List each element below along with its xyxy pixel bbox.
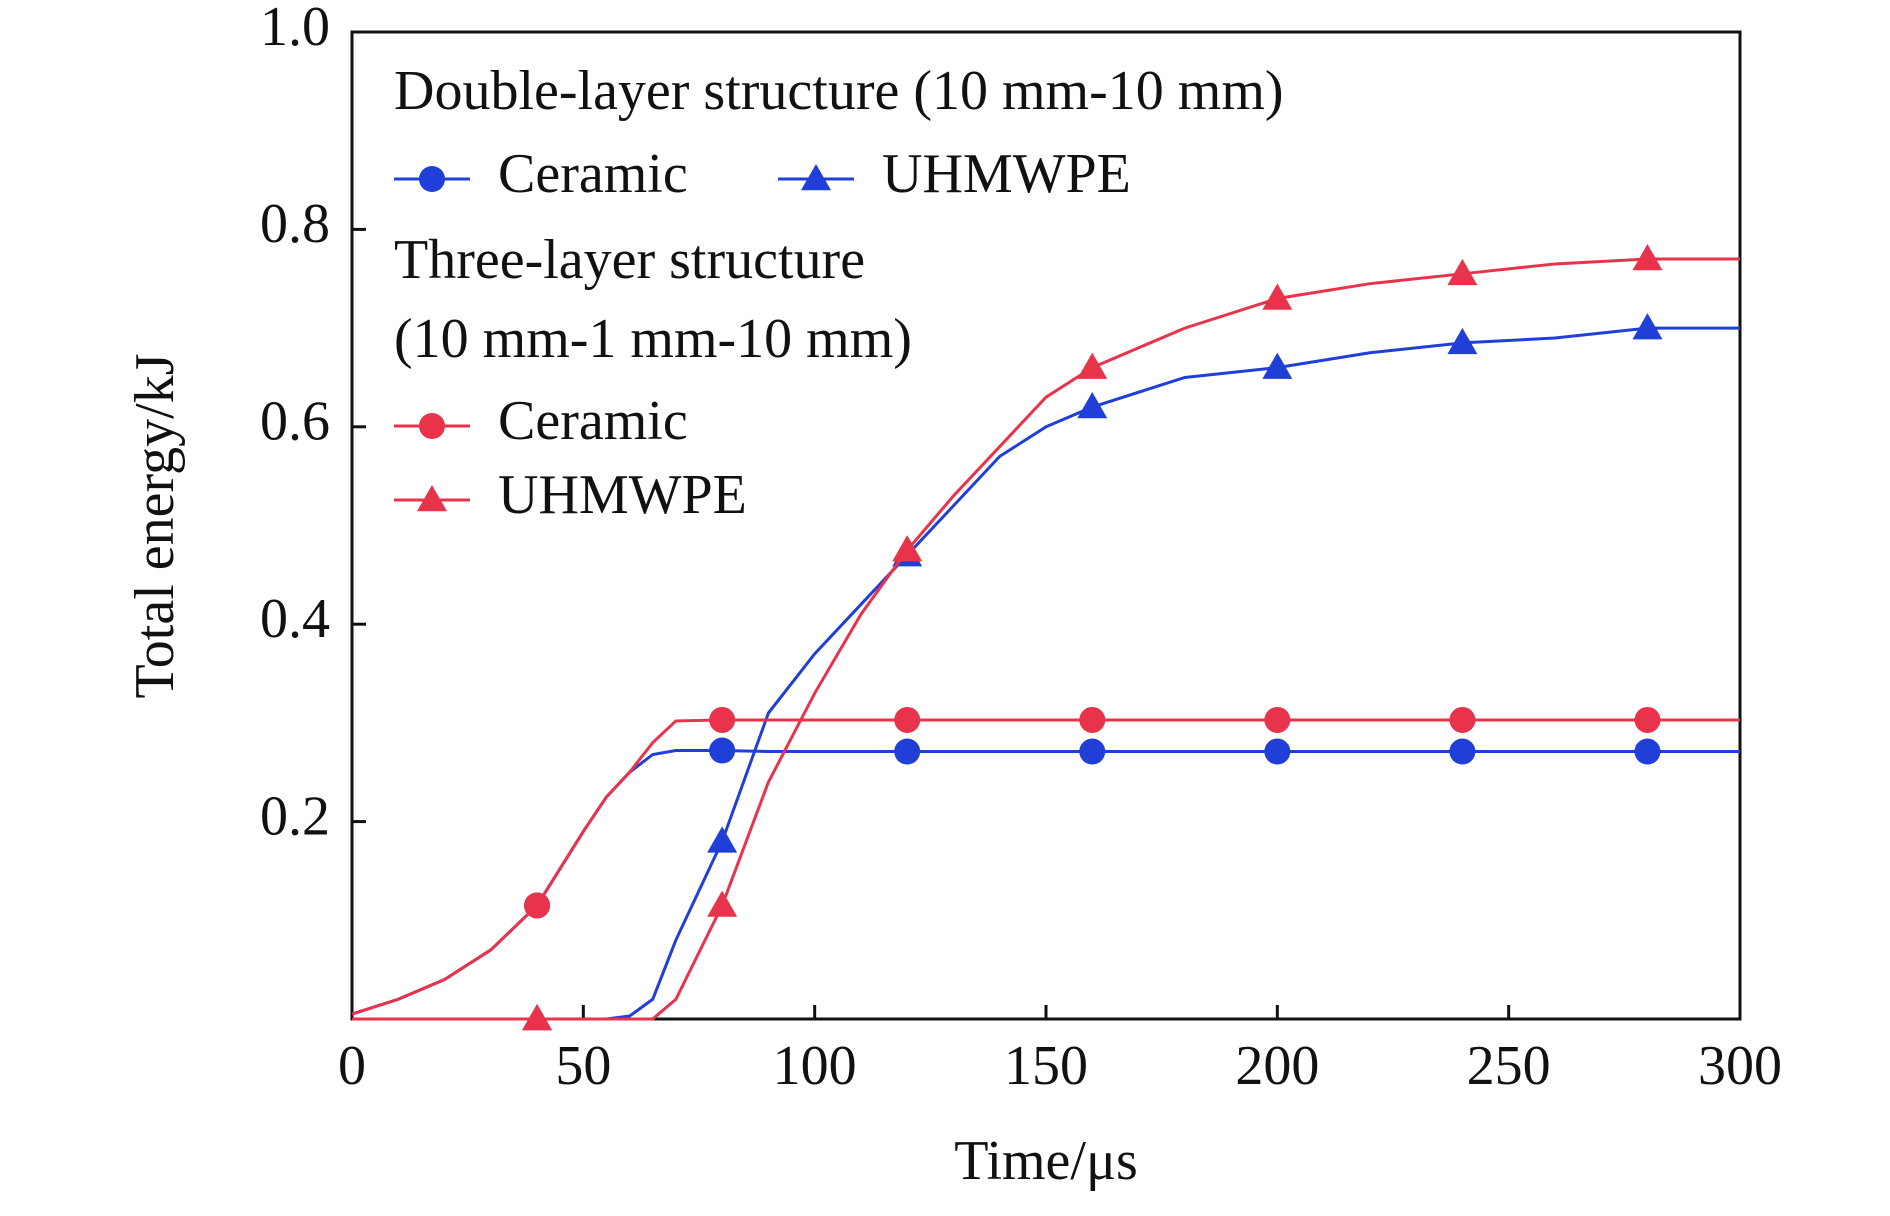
marker (709, 706, 736, 733)
marker (522, 1004, 553, 1031)
legend-title: Three-layer structure (394, 229, 865, 291)
x-tick-label: 200 (1235, 1035, 1319, 1097)
marker (1077, 392, 1108, 419)
plot-frame (350, 30, 1742, 1021)
marker (1449, 706, 1476, 733)
marker (1449, 738, 1476, 765)
series-line (352, 257, 1740, 1021)
marker (1262, 283, 1293, 310)
series-line (351, 749, 1740, 1016)
marker (1632, 244, 1663, 271)
legend-title: Double-layer structure (10 mm-10 mm) (394, 60, 1284, 122)
y-tick-label: 1.0 (260, 0, 330, 58)
y-tick-label: 0.2 (260, 785, 330, 847)
legend-label: Ceramic (498, 390, 688, 452)
marker (1447, 258, 1478, 286)
marker (524, 892, 551, 919)
marker (894, 706, 921, 733)
x-tick-label: 50 (555, 1035, 611, 1097)
marker (892, 535, 923, 562)
x-tick-label: 0 (338, 1035, 366, 1097)
series-line (351, 718, 1740, 1016)
marker (1079, 706, 1106, 733)
x-tick-label: 250 (1467, 1035, 1551, 1097)
y-axis-label: Total energy/kJ (124, 354, 186, 699)
legend-marker (417, 485, 447, 512)
marker (1447, 327, 1478, 355)
x-tick-label: 150 (1004, 1035, 1088, 1097)
legend-label: UHMWPE (498, 464, 747, 526)
marker (1262, 352, 1293, 379)
marker (1264, 706, 1291, 733)
marker (709, 737, 736, 764)
y-tick-label: 0.4 (260, 588, 330, 650)
x-axis-label: Time/μs (954, 1130, 1138, 1192)
y-tick-label: 0.6 (260, 391, 330, 453)
marker (1632, 313, 1663, 340)
marker (894, 738, 921, 765)
x-tick-label: 300 (1698, 1035, 1782, 1097)
legend-label: UHMWPE (882, 143, 1131, 205)
marker (1079, 738, 1106, 765)
marker (1077, 352, 1108, 379)
marker (1264, 738, 1291, 765)
legend-marker (801, 164, 831, 191)
legend-marker (419, 166, 445, 192)
legend-label: Ceramic (498, 143, 688, 205)
marker (707, 826, 738, 853)
y-tick-label: 0.8 (260, 193, 330, 255)
marker (707, 890, 738, 917)
legend-title: (10 mm-1 mm-10 mm) (394, 308, 912, 370)
x-tick-label: 100 (773, 1035, 857, 1097)
marker (1634, 706, 1661, 733)
marker (1634, 738, 1661, 765)
legend-marker (419, 413, 445, 439)
